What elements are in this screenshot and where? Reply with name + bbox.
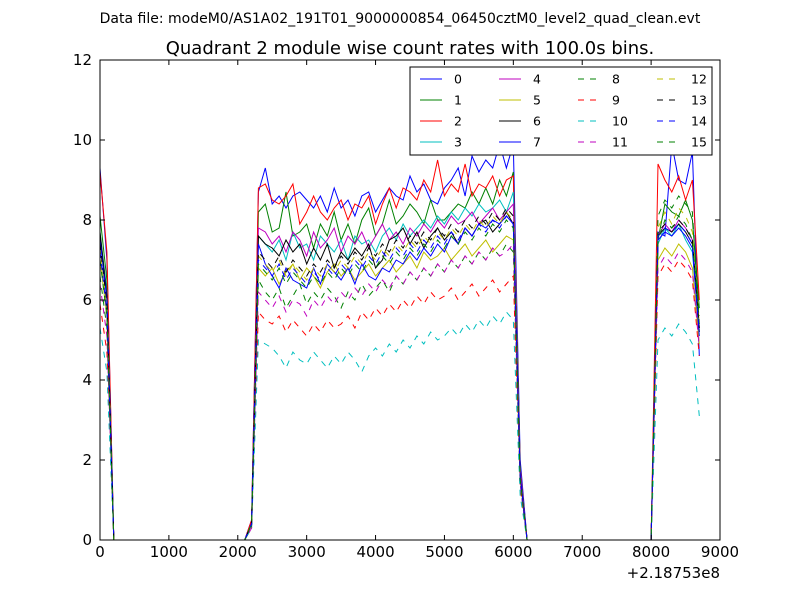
series-line-4	[99, 202, 700, 541]
y-tick-label: 2	[82, 451, 92, 469]
y-tick-label: 8	[82, 211, 92, 229]
x-tick-label: 6000	[494, 543, 532, 561]
figure-suptitle: Data file: modeM0/AS1A02_191T01_90000008…	[100, 11, 701, 27]
series-line-3	[99, 191, 700, 541]
x-tick-label: 2000	[219, 543, 257, 561]
legend-label-5: 5	[533, 93, 541, 108]
legend-label-8: 8	[612, 72, 620, 87]
legend-label-9: 9	[612, 93, 620, 108]
y-tick-label: 4	[82, 371, 92, 389]
x-tick-label: 7000	[563, 543, 601, 561]
legend-label-10: 10	[612, 114, 628, 129]
series-line-11	[99, 242, 700, 541]
series-line-15	[99, 215, 700, 541]
series-line-9	[99, 259, 700, 541]
series-line-10	[99, 311, 700, 541]
x-tick-label: 0	[95, 543, 105, 561]
legend-label-11: 11	[612, 135, 628, 150]
legend-label-6: 6	[533, 114, 541, 129]
series-line-1	[99, 171, 700, 541]
series-line-8	[99, 195, 700, 541]
legend-label-15: 15	[691, 135, 707, 150]
series-line-14	[99, 215, 700, 541]
series-line-2	[99, 159, 700, 541]
x-tick-label: 3000	[288, 543, 326, 561]
legend-label-13: 13	[691, 93, 707, 108]
legend-box	[409, 66, 713, 156]
x-tick-label: 5000	[425, 543, 463, 561]
chart-title: Quadrant 2 module wise count rates with …	[166, 38, 655, 59]
y-tick-label: 0	[82, 531, 92, 549]
series-line-7	[99, 215, 700, 541]
series-line-13	[99, 207, 700, 541]
plot-area	[99, 142, 700, 541]
legend-label-12: 12	[691, 72, 707, 87]
x-tick-label: 1000	[150, 543, 188, 561]
series-line-12	[99, 207, 700, 541]
legend-label-3: 3	[454, 135, 462, 150]
legend-label-2: 2	[454, 114, 462, 129]
legend-label-1: 1	[454, 93, 462, 108]
y-tick-label: 6	[82, 291, 92, 309]
x-offset-label: +2.18753e8	[627, 564, 720, 582]
legend-label-4: 4	[533, 72, 541, 87]
legend-label-14: 14	[691, 114, 707, 129]
series-line-6	[99, 210, 700, 541]
axis-ticks: 0 1000 2000 3000 4000 5000 6000 7000 8000 9000 0 2 4…	[73, 51, 739, 561]
legend-label-7: 7	[533, 135, 541, 150]
y-tick-label: 10	[73, 131, 92, 149]
legend-label-0: 0	[454, 72, 462, 87]
x-tick-label: 8000	[632, 543, 670, 561]
series-line-0	[99, 142, 700, 541]
series-line-5	[99, 235, 700, 541]
x-tick-label: 4000	[356, 543, 394, 561]
y-tick-label: 12	[73, 51, 92, 69]
x-tick-label: 9000	[701, 543, 739, 561]
